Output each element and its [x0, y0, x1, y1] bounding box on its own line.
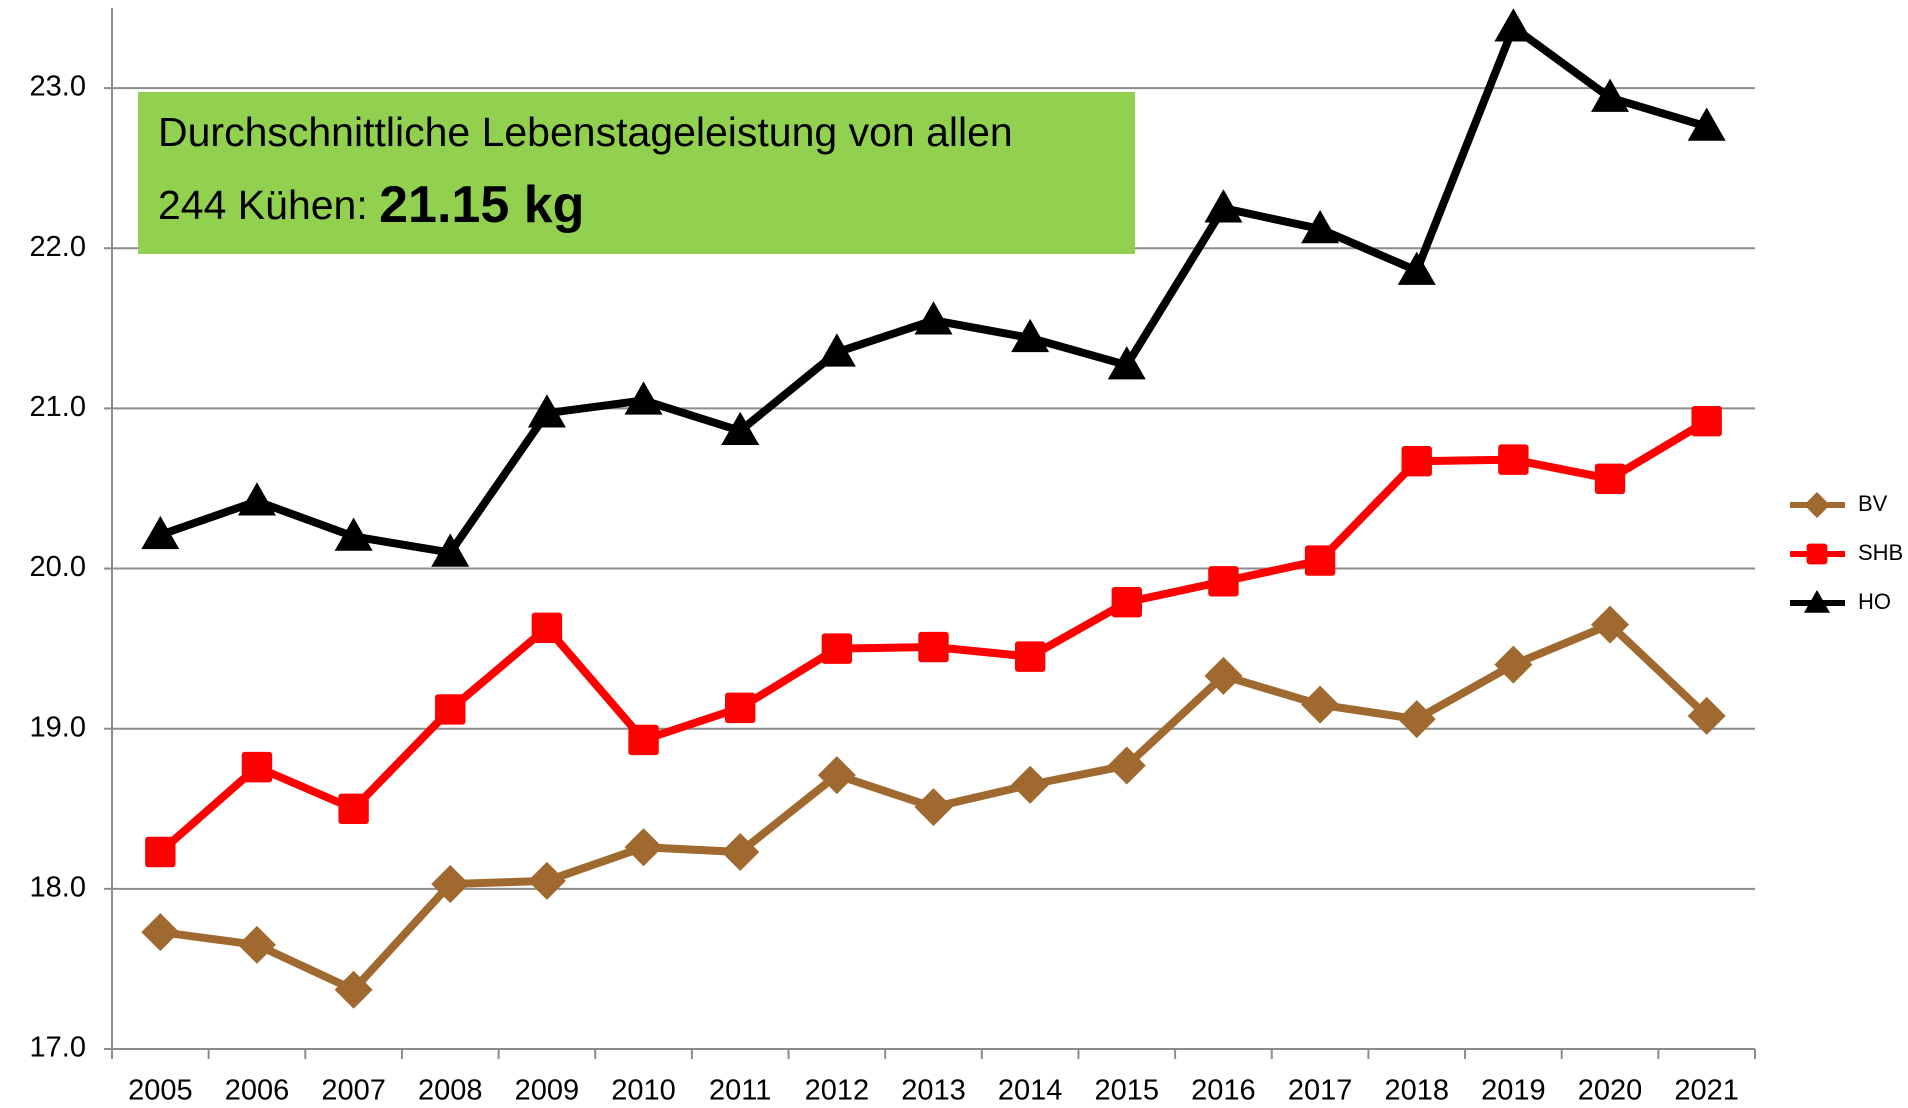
legend-marker: [1806, 543, 1828, 565]
legend-marker: [1804, 492, 1830, 518]
y-tick-label: 20.0: [30, 551, 86, 583]
x-tick-label: 2005: [128, 1075, 193, 1107]
y-tick-label: 22.0: [30, 231, 86, 263]
marker: [237, 925, 276, 964]
marker: [1687, 107, 1726, 141]
x-tick-label: 2008: [418, 1075, 483, 1107]
marker: [431, 533, 470, 567]
marker: [817, 333, 856, 367]
y-tick-label: 19.0: [30, 711, 86, 743]
x-tick-label: 2013: [901, 1075, 966, 1107]
annotation-box: [138, 92, 1135, 254]
annotation-line: Durchschnittliche Lebenstageleistung von…: [158, 109, 1013, 155]
y-tick-label: 17.0: [30, 1032, 86, 1064]
legend-label: BV: [1858, 491, 1888, 516]
x-tick-label: 2007: [321, 1075, 386, 1107]
marker: [725, 692, 756, 724]
marker: [334, 970, 373, 1009]
marker: [721, 411, 760, 446]
marker: [628, 724, 659, 756]
legend-label: HO: [1858, 589, 1891, 614]
marker: [918, 631, 949, 663]
x-tick-label: 2011: [709, 1075, 771, 1107]
marker: [914, 788, 953, 827]
marker: [334, 517, 373, 551]
legend-marker: [1804, 590, 1830, 613]
marker: [531, 612, 563, 643]
marker: [1494, 8, 1533, 42]
marker: [817, 756, 856, 795]
marker: [1011, 318, 1050, 353]
x-tick-label: 2012: [805, 1075, 870, 1107]
marker: [1397, 700, 1436, 739]
y-tick-label: 23.0: [30, 71, 86, 103]
x-tick-label: 2014: [998, 1075, 1063, 1107]
marker: [237, 482, 276, 516]
marker: [431, 865, 470, 904]
legend-label: SHB: [1858, 540, 1903, 565]
marker: [1301, 210, 1340, 244]
x-tick-label: 2018: [1384, 1075, 1449, 1107]
annotation-highlight: 21.15 kg: [379, 176, 584, 234]
marker: [1591, 78, 1630, 112]
x-tick-label: 2021: [1674, 1075, 1739, 1107]
marker: [1204, 189, 1243, 223]
marker: [1401, 446, 1432, 477]
marker: [1204, 656, 1243, 695]
marker: [1498, 444, 1529, 475]
marker: [1687, 696, 1726, 735]
x-tick-label: 2020: [1578, 1075, 1643, 1107]
marker: [145, 836, 176, 868]
marker: [914, 301, 953, 335]
x-tick-label: 2016: [1191, 1075, 1256, 1107]
x-tick-label: 2010: [611, 1075, 676, 1107]
x-tick-label: 2017: [1288, 1075, 1353, 1107]
marker: [141, 913, 180, 952]
marker: [1107, 346, 1146, 380]
marker: [624, 828, 663, 867]
marker: [141, 515, 180, 550]
x-tick-label: 2006: [225, 1075, 290, 1107]
marker: [1304, 545, 1336, 576]
y-tick-label: 21.0: [30, 391, 86, 423]
marker: [241, 751, 273, 783]
marker: [1301, 685, 1340, 724]
marker: [1107, 746, 1146, 785]
marker: [338, 793, 369, 824]
marker: [1594, 463, 1626, 495]
x-tick-label: 2009: [515, 1075, 580, 1107]
marker: [1494, 645, 1533, 684]
annotation-text: 244 Kühen:: [158, 182, 379, 228]
marker: [1011, 765, 1050, 804]
marker: [1591, 605, 1630, 644]
y-tick-label: 18.0: [30, 872, 86, 904]
x-tick-label: 2019: [1481, 1075, 1546, 1107]
marker: [1691, 405, 1722, 437]
marker: [821, 633, 853, 664]
marker: [1111, 586, 1142, 618]
marker: [1208, 566, 1239, 597]
annotation-line: 244 Kühen: 21.15 kg: [158, 176, 584, 234]
marker: [1014, 641, 1046, 672]
marker: [435, 694, 466, 725]
x-tick-label: 2015: [1095, 1075, 1160, 1107]
marker: [1397, 251, 1436, 285]
marker: [624, 381, 663, 415]
marker: [527, 861, 566, 900]
marker: [527, 394, 566, 428]
marker: [721, 833, 760, 872]
